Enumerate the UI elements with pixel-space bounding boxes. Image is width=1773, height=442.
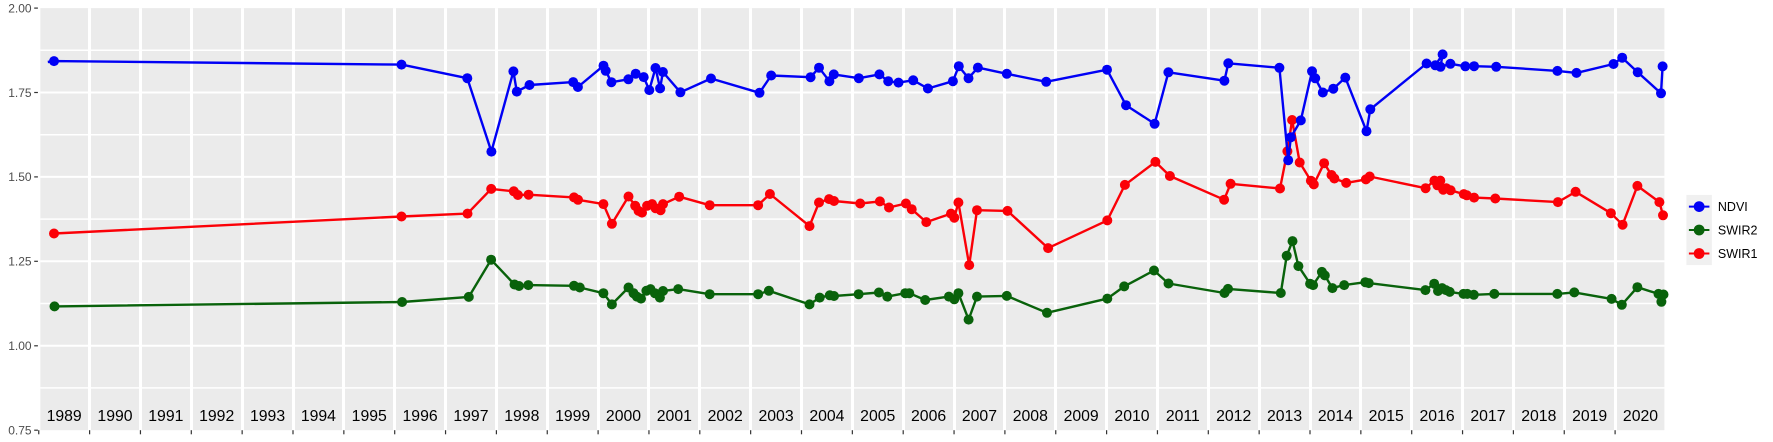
svg-text:2019: 2019 bbox=[1572, 408, 1607, 425]
svg-text:2015: 2015 bbox=[1369, 408, 1404, 425]
svg-text:2003: 2003 bbox=[758, 408, 793, 425]
svg-text:1.25: 1.25 bbox=[8, 255, 32, 269]
svg-text:1998: 1998 bbox=[504, 408, 539, 425]
svg-text:2002: 2002 bbox=[708, 408, 743, 425]
svg-text:1994: 1994 bbox=[301, 408, 336, 425]
svg-text:2012: 2012 bbox=[1216, 408, 1251, 425]
svg-text:1990: 1990 bbox=[97, 408, 132, 425]
svg-text:0.75: 0.75 bbox=[8, 424, 32, 438]
svg-text:1991: 1991 bbox=[148, 408, 183, 425]
svg-text:2000: 2000 bbox=[606, 408, 641, 425]
svg-text:1.00: 1.00 bbox=[8, 339, 32, 353]
svg-text:2005: 2005 bbox=[860, 408, 895, 425]
svg-text:2011: 2011 bbox=[1166, 408, 1200, 425]
svg-text:2020: 2020 bbox=[1623, 408, 1658, 425]
svg-text:2009: 2009 bbox=[1064, 408, 1099, 425]
svg-text:1.50: 1.50 bbox=[8, 170, 32, 184]
svg-text:1999: 1999 bbox=[555, 408, 590, 425]
svg-text:2018: 2018 bbox=[1521, 408, 1556, 425]
svg-text:2016: 2016 bbox=[1420, 408, 1455, 425]
svg-text:2007: 2007 bbox=[962, 408, 997, 425]
svg-text:2017: 2017 bbox=[1470, 408, 1505, 425]
svg-text:2001: 2001 bbox=[657, 408, 692, 425]
svg-text:1996: 1996 bbox=[403, 408, 438, 425]
svg-text:1.75: 1.75 bbox=[8, 86, 32, 100]
svg-text:1992: 1992 bbox=[199, 408, 234, 425]
svg-text:2014: 2014 bbox=[1318, 408, 1353, 425]
svg-text:1993: 1993 bbox=[250, 408, 285, 425]
svg-text:2004: 2004 bbox=[809, 408, 844, 425]
svg-text:2008: 2008 bbox=[1013, 408, 1048, 425]
svg-text:2013: 2013 bbox=[1267, 408, 1302, 425]
svg-text:1995: 1995 bbox=[352, 408, 387, 425]
svg-text:NDVI: NDVI bbox=[1718, 200, 1748, 214]
svg-text:SWIR1: SWIR1 bbox=[1718, 247, 1758, 261]
svg-text:1989: 1989 bbox=[47, 408, 82, 425]
svg-text:2010: 2010 bbox=[1114, 408, 1149, 425]
svg-text:2.00: 2.00 bbox=[8, 1, 32, 15]
svg-text:1997: 1997 bbox=[453, 408, 488, 425]
svg-text:SWIR2: SWIR2 bbox=[1718, 223, 1758, 237]
svg-text:2006: 2006 bbox=[911, 408, 946, 425]
